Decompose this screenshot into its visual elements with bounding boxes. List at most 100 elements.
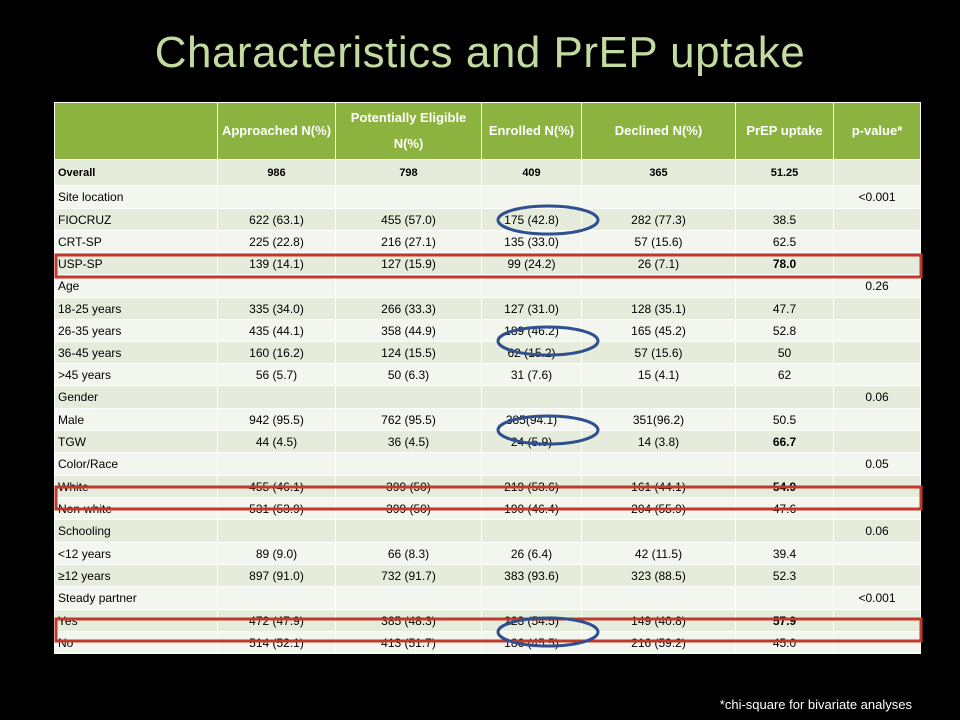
table-row: 26-35 years 435 (44.1) 358 (44.9) 189 (46.2… xyxy=(54,319,921,342)
table-cell xyxy=(833,609,921,632)
table-cell: 42 (11.5) xyxy=(581,542,736,565)
row-label: Gender xyxy=(54,385,218,409)
row-label: Site location xyxy=(54,185,218,209)
table-cell: 14 (3.8) xyxy=(581,430,736,453)
row-label: ≥12 years xyxy=(54,564,218,587)
table-cell: 986 xyxy=(217,159,336,186)
table-row: Gender 0.06 xyxy=(54,385,921,409)
table-cell xyxy=(481,274,582,298)
row-label: CRT-SP xyxy=(54,230,218,253)
table-cell: 472 (47.9) xyxy=(217,609,336,632)
table-row: Steady partner <0.001 xyxy=(54,586,921,610)
table-cell xyxy=(217,185,336,209)
table-cell xyxy=(581,185,736,209)
table-cell: 531 (53.9) xyxy=(217,497,336,520)
row-label: Overall xyxy=(54,159,218,186)
table-cell xyxy=(217,385,336,409)
table-cell: 26 (7.1) xyxy=(581,252,736,275)
table-cell: 15 (4.1) xyxy=(581,363,736,386)
table-cell xyxy=(833,159,921,186)
row-label: Male xyxy=(54,408,218,431)
table-cell: 409 xyxy=(481,159,582,186)
row-label: Non-white xyxy=(54,497,218,520)
table-cell: 62 xyxy=(735,363,834,386)
table-cell: 455 (57.0) xyxy=(335,208,482,231)
table-cell xyxy=(735,185,834,209)
table-cell: 38.5 xyxy=(735,208,834,231)
table-cell: 282 (77.3) xyxy=(581,208,736,231)
row-label: 18-25 years xyxy=(54,297,218,320)
table-row: Schooling 0.06 xyxy=(54,519,921,543)
table-cell: 127 (31.0) xyxy=(481,297,582,320)
table-cell: 189 (46.2) xyxy=(481,319,582,342)
table-cell: 186 (45.5) xyxy=(481,631,582,654)
table-cell: 514 (52.1) xyxy=(217,631,336,654)
table-cell: 62 (15.2) xyxy=(481,341,582,364)
table-cell xyxy=(335,185,482,209)
table-row: No 514 (52.1) 413 (51.7) 186 (45.5) 216 (59.… xyxy=(54,631,921,654)
table-row: Age 0.26 xyxy=(54,274,921,298)
table-cell: 762 (95.5) xyxy=(335,408,482,431)
table-row: Site location <0.001 xyxy=(54,185,921,209)
table-cell: 52.3 xyxy=(735,564,834,587)
table-cell: 323 (88.5) xyxy=(581,564,736,587)
table-cell xyxy=(833,564,921,587)
table-header-row: Approached N(%) Potentially Eligible N(%… xyxy=(54,102,921,160)
table-cell xyxy=(481,519,582,543)
row-label: Age xyxy=(54,274,218,298)
table-cell: 160 (16.2) xyxy=(217,341,336,364)
table-cell: 99 (24.2) xyxy=(481,252,582,275)
row-label: Schooling xyxy=(54,519,218,543)
table-cell: 0.06 xyxy=(833,385,921,409)
table-cell xyxy=(833,319,921,342)
table-row: Male 942 (95.5) 762 (95.5) 385(94.1) 351(96.… xyxy=(54,408,921,431)
table-cell: 89 (9.0) xyxy=(217,542,336,565)
table-cell: 897 (91.0) xyxy=(217,564,336,587)
table-cell: 56 (5.7) xyxy=(217,363,336,386)
table-cell: 128 (35.1) xyxy=(581,297,736,320)
table-cell xyxy=(833,631,921,654)
table-cell: 942 (95.5) xyxy=(217,408,336,431)
table-cell: 0.06 xyxy=(833,519,921,543)
row-label: Yes xyxy=(54,609,218,632)
table-cell: 335 (34.0) xyxy=(217,297,336,320)
table-row: White 455 (46.1) 399 (50) 219 (53.6) 161 (44… xyxy=(54,475,921,498)
table-cell: 50.5 xyxy=(735,408,834,431)
table-cell xyxy=(581,586,736,610)
table-row: FIOCRUZ 622 (63.1) 455 (57.0) 175 (42.8) 282… xyxy=(54,208,921,231)
table-cell: 0.05 xyxy=(833,452,921,476)
table-cell: 219 (53.6) xyxy=(481,475,582,498)
table-cell: 45.0 xyxy=(735,631,834,654)
footnote: *chi-square for bivariate analyses xyxy=(719,697,912,712)
table-cell: 54.9 xyxy=(735,475,834,498)
table-cell: 225 (22.8) xyxy=(217,230,336,253)
table-cell: 57 (15.6) xyxy=(581,341,736,364)
table-cell: 351(96.2) xyxy=(581,408,736,431)
table-cell: 385(94.1) xyxy=(481,408,582,431)
row-label: Steady partner xyxy=(54,586,218,610)
table-cell xyxy=(833,475,921,498)
table-row: ≥12 years 897 (91.0) 732 (91.7) 383 (93.6) 3… xyxy=(54,564,921,587)
table-cell: 175 (42.8) xyxy=(481,208,582,231)
table-cell: 66.7 xyxy=(735,430,834,453)
row-label: 36-45 years xyxy=(54,341,218,364)
table-cell: 204 (55.9) xyxy=(581,497,736,520)
table-cell: 44 (4.5) xyxy=(217,430,336,453)
row-label: <12 years xyxy=(54,542,218,565)
table-cell xyxy=(833,252,921,275)
table-cell: 31 (7.6) xyxy=(481,363,582,386)
table-cell: 78.0 xyxy=(735,252,834,275)
table-cell xyxy=(833,408,921,431)
table-cell xyxy=(581,519,736,543)
table-cell: 124 (15.5) xyxy=(335,341,482,364)
table-cell: 385 (48.3) xyxy=(335,609,482,632)
header-eligible: Potentially Eligible N(%) xyxy=(335,102,482,160)
table-cell: 47.7 xyxy=(735,297,834,320)
table-cell: 732 (91.7) xyxy=(335,564,482,587)
table-cell xyxy=(581,385,736,409)
header-enrolled: Enrolled N(%) xyxy=(481,102,582,160)
table-cell: 223 (54.5) xyxy=(481,609,582,632)
row-label: >45 years xyxy=(54,363,218,386)
header-declined: Declined N(%) xyxy=(581,102,736,160)
table-cell xyxy=(335,586,482,610)
